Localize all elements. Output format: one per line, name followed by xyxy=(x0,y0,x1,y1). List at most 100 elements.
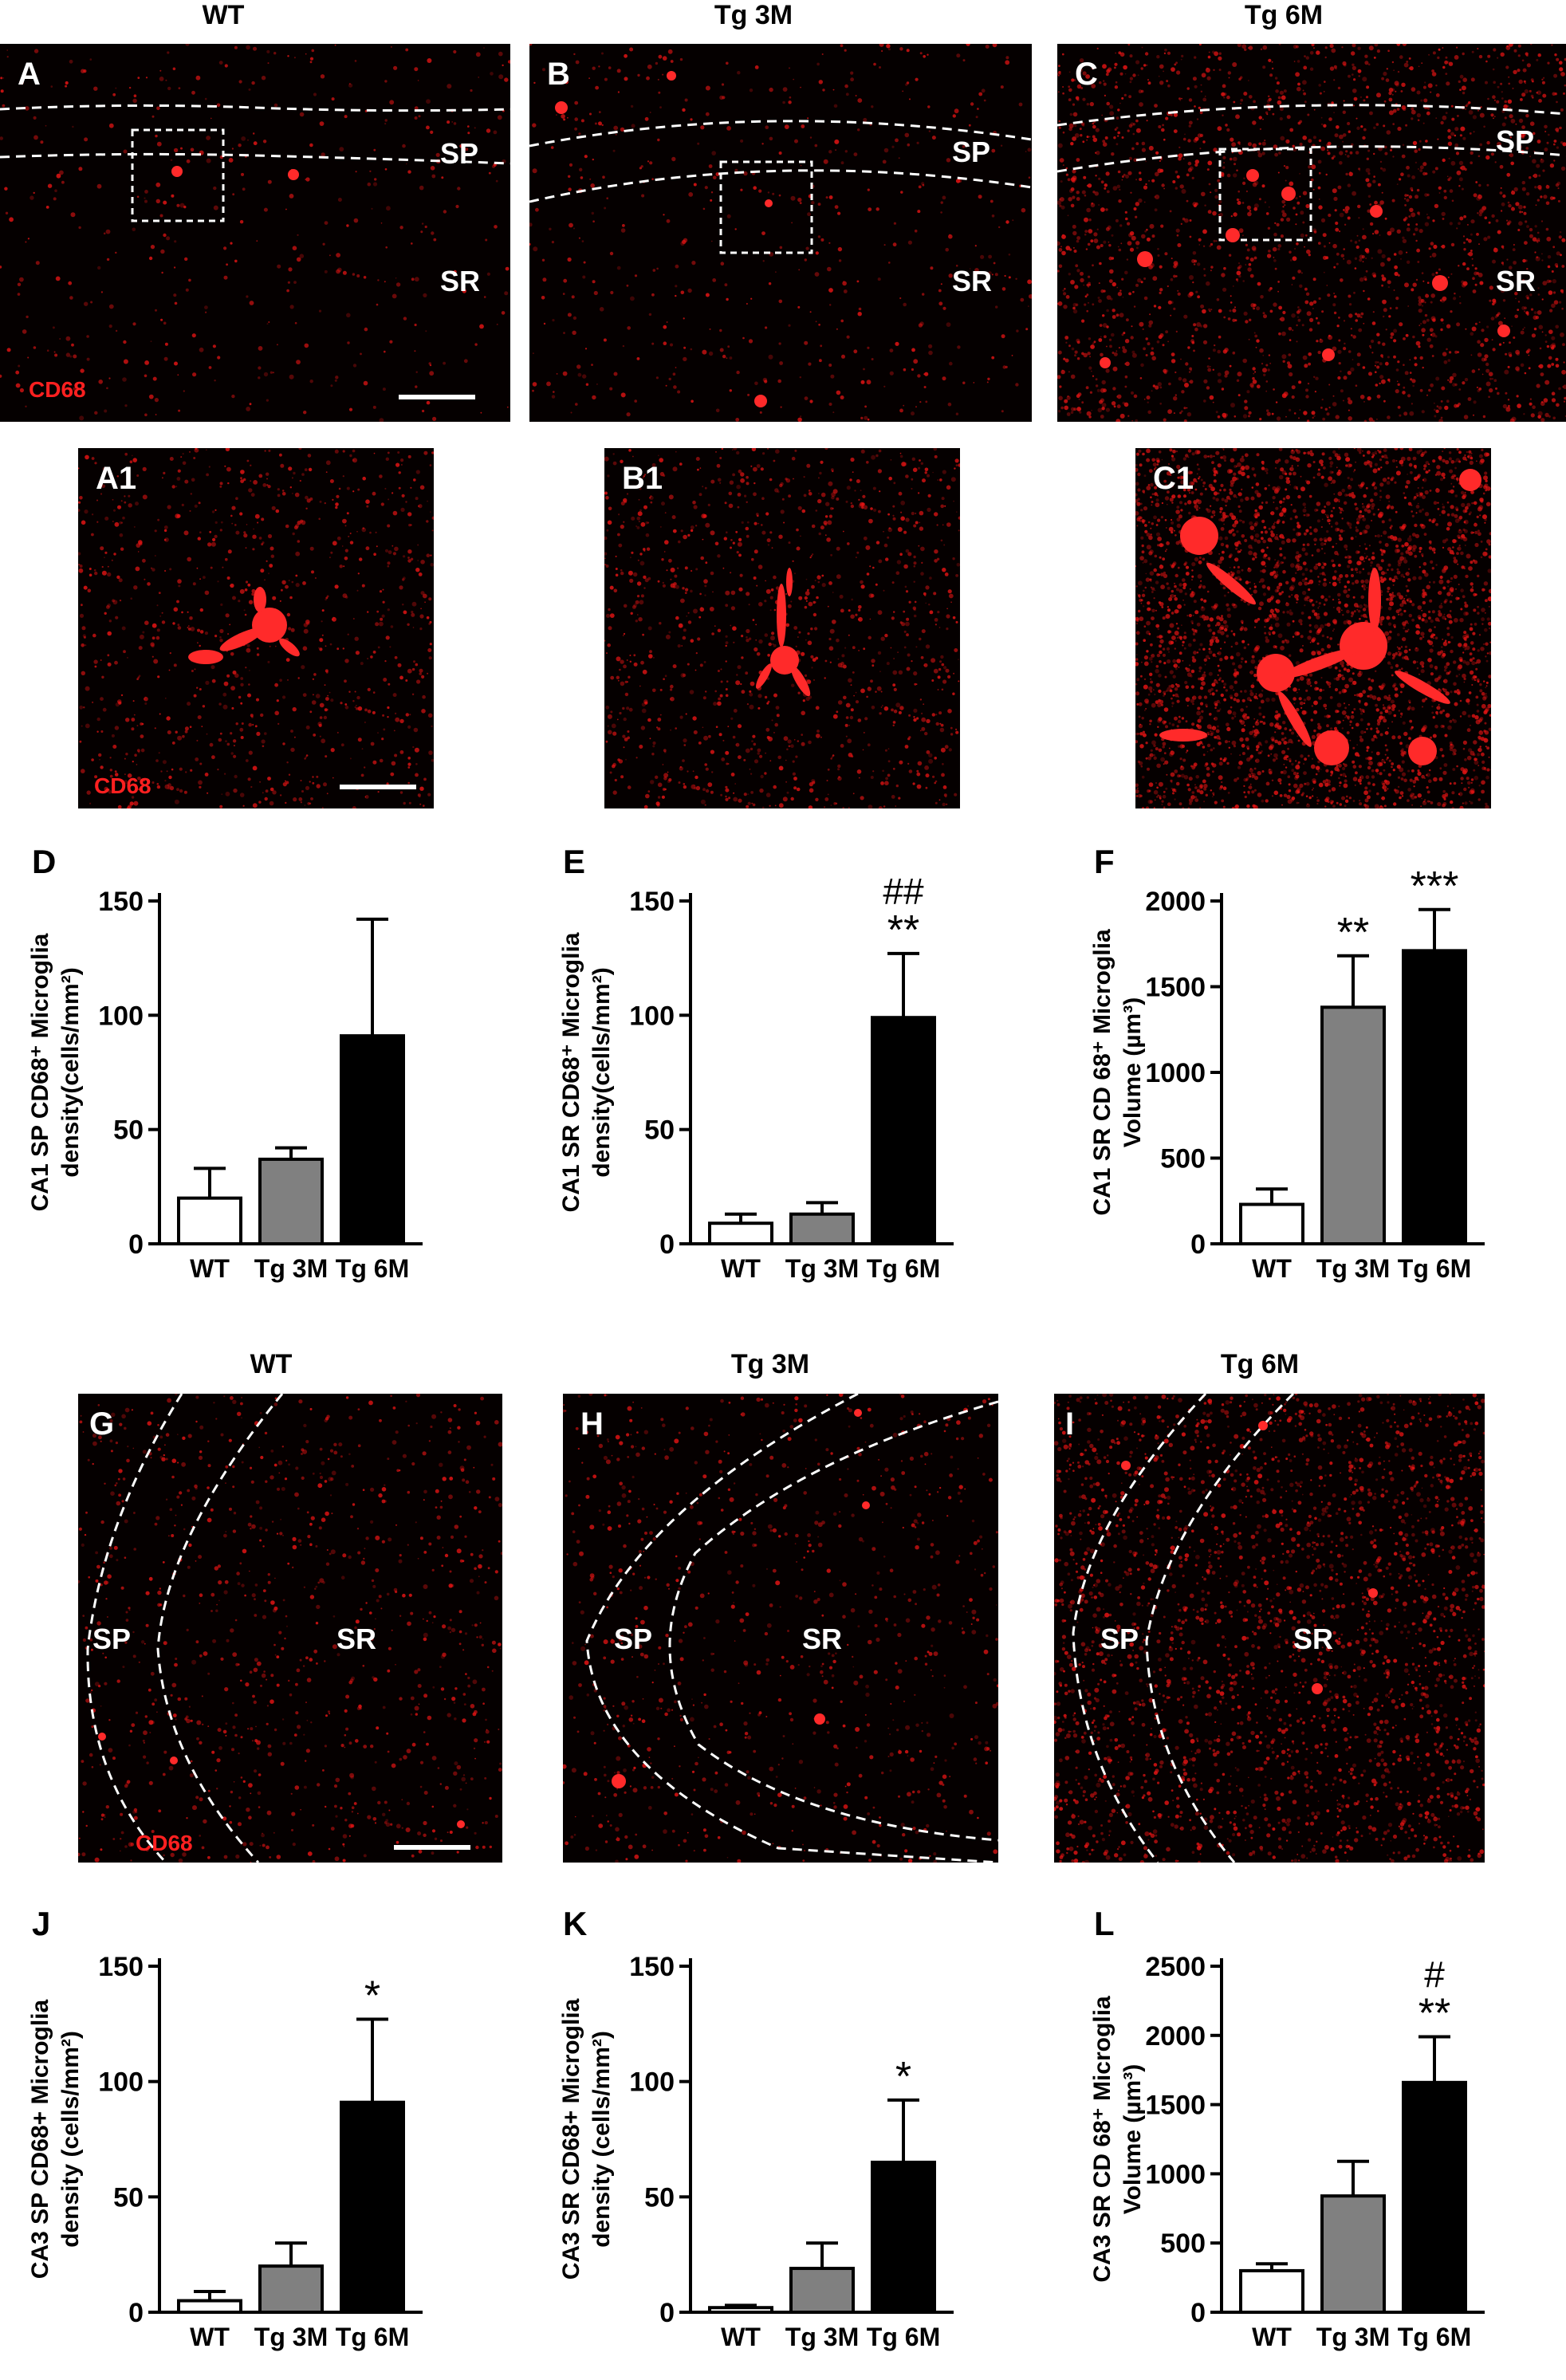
y-tick-label: 1000 xyxy=(1145,1058,1206,1088)
layer-boundaries xyxy=(1057,44,1566,422)
significance-marker-hash: ## xyxy=(883,871,924,912)
y-axis-label-units: Volume (µm³) xyxy=(1119,997,1146,1147)
panel-label-i: I xyxy=(1065,1408,1074,1440)
scale-bar xyxy=(399,395,475,399)
x-tick-label: Tg 3M xyxy=(254,2323,328,2351)
significance-marker: *** xyxy=(1411,863,1459,910)
region-label-sp: SP xyxy=(440,140,478,168)
column-title-wt: WT xyxy=(64,0,383,31)
panel-label-h: H xyxy=(580,1408,604,1440)
bar xyxy=(341,1036,403,1244)
y-tick-label: 100 xyxy=(98,2067,144,2098)
y-tick-label: 150 xyxy=(98,1952,144,1982)
y-axis-label: CA3 SR CD68+ Microglia xyxy=(558,1998,584,2280)
x-tick-label: Tg 6M xyxy=(336,1254,409,1283)
y-tick-label: 1000 xyxy=(1145,2159,1206,2189)
x-tick-label: Tg 3M xyxy=(785,2323,859,2351)
bar xyxy=(1403,950,1466,1244)
bar xyxy=(872,2162,934,2312)
region-label-sr: SR xyxy=(802,1625,842,1654)
y-tick-label: 500 xyxy=(1160,2229,1206,2259)
bar xyxy=(1241,2271,1303,2312)
y-tick-label: 50 xyxy=(644,2182,675,2213)
y-tick-label: 2000 xyxy=(1145,887,1206,917)
y-tick-label: 0 xyxy=(1190,1229,1206,1260)
y-axis-label: CA1 SR CD68⁺ Microglia xyxy=(558,932,584,1212)
y-tick-label: 150 xyxy=(98,887,144,917)
region-label-sp: SP xyxy=(92,1625,131,1654)
y-axis-label-units: density (cells/mm²) xyxy=(588,2031,615,2248)
significance-marker: ** xyxy=(1418,1991,1450,2037)
region-label-sp: SP xyxy=(952,138,990,167)
significance-marker: * xyxy=(895,2054,911,2100)
x-tick-label: Tg 6M xyxy=(867,2323,940,2351)
bar xyxy=(1322,2196,1384,2312)
panel-label-a1: A1 xyxy=(96,462,136,494)
column-title-tg6m: Tg 6M xyxy=(1124,0,1443,31)
y-axis-label-units: density(cells/mm²) xyxy=(588,967,615,1177)
y-axis-label: CA3 SP CD68+ Microglia xyxy=(27,1999,53,2279)
bar xyxy=(1322,1007,1384,1244)
column-title-tg3m: Tg 3M xyxy=(594,0,913,31)
region-label-sr: SR xyxy=(1496,267,1536,296)
region-label-sr: SR xyxy=(1293,1625,1333,1654)
y-tick-label: 0 xyxy=(128,2298,144,2328)
y-tick-label: 50 xyxy=(113,1115,144,1146)
panel-label-b1: B1 xyxy=(622,462,663,494)
y-axis-label: CA1 SR CD 68⁺ Microglia xyxy=(1089,929,1115,1216)
x-tick-label: Tg 3M xyxy=(1316,2323,1390,2351)
bar xyxy=(710,2307,772,2312)
microglia-cells xyxy=(1135,448,1491,808)
y-tick-label: 2500 xyxy=(1145,1952,1206,1982)
significance-marker: ** xyxy=(1337,910,1369,956)
micrograph-panel-c1: C1 xyxy=(1135,448,1491,808)
micrograph-panel-g: G SP SR CD68 xyxy=(78,1394,502,1863)
y-axis-label-units: Volume (µm³) xyxy=(1119,2064,1146,2214)
bar xyxy=(791,1214,853,1244)
y-axis-label-units: density (cells/mm²) xyxy=(57,2031,84,2248)
y-tick-label: 0 xyxy=(659,1229,675,1260)
x-tick-label: Tg 3M xyxy=(785,1254,859,1283)
y-tick-label: 1500 xyxy=(1145,973,1206,1003)
microglia-cell xyxy=(604,448,960,808)
x-tick-label: WT xyxy=(1252,2323,1292,2351)
x-tick-label: WT xyxy=(190,2323,230,2351)
x-tick-label: WT xyxy=(721,1254,761,1283)
y-tick-label: 150 xyxy=(629,887,675,917)
significance-marker-hash: # xyxy=(1424,1954,1445,1996)
y-tick-label: 2000 xyxy=(1145,2021,1206,2052)
micrograph-panel-c: C SP SR xyxy=(1057,44,1566,422)
region-label-sp: SP xyxy=(1100,1625,1139,1654)
layer-boundaries xyxy=(0,44,510,422)
panel-label-b: B xyxy=(547,58,570,90)
bar xyxy=(341,2103,403,2312)
y-tick-label: 0 xyxy=(1190,2298,1206,2328)
panel-label-g: G xyxy=(89,1408,114,1440)
x-tick-label: Tg 3M xyxy=(254,1254,328,1283)
y-axis-label: CA1 SP CD68⁺ Microglia xyxy=(27,933,53,1211)
column-title-tg6m-ca3: Tg 6M xyxy=(1100,1349,1419,1380)
region-label-sp: SP xyxy=(614,1625,652,1654)
bar xyxy=(791,2268,853,2312)
micrograph-panel-i: I SP SR xyxy=(1054,1394,1485,1863)
layer-boundaries xyxy=(78,1394,502,1863)
x-tick-label: Tg 6M xyxy=(336,2323,409,2351)
layer-boundaries xyxy=(529,44,1032,422)
y-tick-label: 100 xyxy=(629,2067,675,2098)
y-tick-label: 1500 xyxy=(1145,2091,1206,2121)
bar xyxy=(260,1159,322,1244)
significance-marker: ** xyxy=(887,907,919,954)
x-tick-label: WT xyxy=(721,2323,761,2351)
micrograph-panel-h: H SP SR xyxy=(563,1394,998,1863)
bar xyxy=(1403,2083,1466,2312)
stain-label-cd68: CD68 xyxy=(94,775,151,797)
bar xyxy=(179,1198,241,1244)
x-tick-label: Tg 6M xyxy=(1398,1254,1471,1283)
y-tick-label: 100 xyxy=(98,1001,144,1031)
panel-label-c1: C1 xyxy=(1153,462,1194,494)
stain-label-cd68: CD68 xyxy=(136,1832,193,1855)
